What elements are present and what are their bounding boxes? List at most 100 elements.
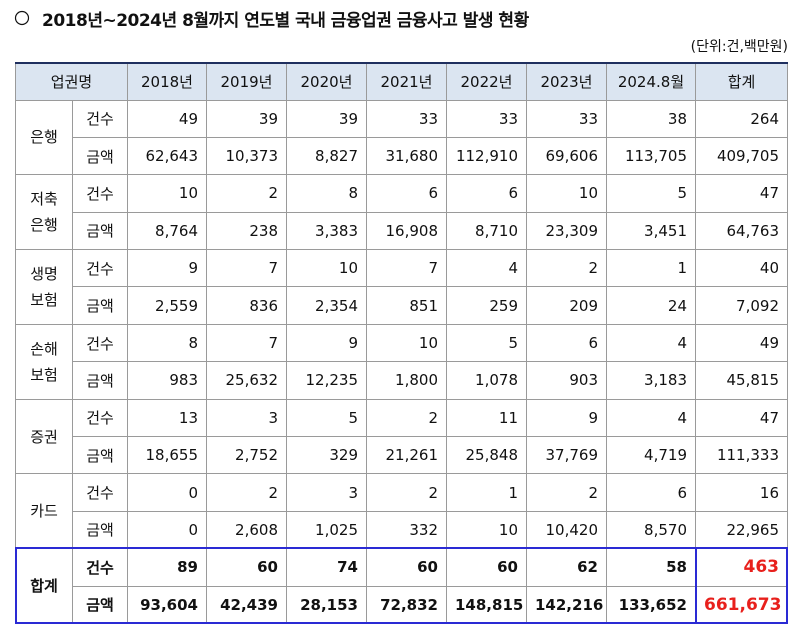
group-label: 은행	[15, 99, 73, 176]
table-row: 금액 18,655 2,752 329 21,261 25,848 37,769 4,719 1…	[16, 436, 788, 475]
cell: 2	[526, 473, 607, 512]
row-label: 건수	[72, 548, 128, 587]
cell: 72,832	[366, 585, 447, 624]
cell: 8	[127, 323, 207, 363]
cell: 45,815	[695, 361, 788, 400]
cell: 851	[366, 286, 447, 325]
cell: 112,910	[446, 136, 527, 176]
cell: 3,383	[286, 211, 367, 251]
cell: 6	[366, 174, 447, 213]
cell: 409,705	[695, 136, 788, 176]
table-row: 금액 8,764 238 3,383 16,908 8,710 23,309 3,451 64,…	[16, 211, 788, 251]
cell: 16	[695, 473, 788, 512]
row-label: 금액	[72, 286, 128, 325]
cell: 33	[446, 99, 527, 138]
cell: 89	[127, 548, 207, 587]
title: 2018년~2024년 8월까지 연도별 국내 금융업권 금융사고 발생 현황	[42, 11, 529, 31]
cell: 9	[127, 249, 207, 288]
cell: 25,632	[206, 361, 287, 400]
cell: 142,216	[526, 585, 607, 624]
cell: 33	[526, 99, 607, 138]
cell: 10	[446, 510, 527, 550]
cell: 983	[127, 361, 207, 400]
column-header: 2018년	[127, 62, 207, 101]
cell: 4	[606, 398, 696, 438]
cell: 836	[206, 286, 287, 325]
column-header: 업권명	[15, 62, 128, 101]
cell: 6	[446, 174, 527, 213]
cell: 2,752	[206, 436, 287, 475]
cell: 39	[286, 99, 367, 138]
table-row: 금액 62,643 10,373 8,827 31,680 112,910 69,606 11…	[16, 136, 788, 176]
table-row: 저축 은행 건수 10 2 8 6 6 10 5 47	[15, 174, 788, 251]
row-label: 건수	[72, 249, 128, 288]
cell: 2	[206, 473, 287, 512]
cell: 2	[206, 174, 287, 213]
row-label: 건수	[72, 398, 128, 438]
unit: (단위:건,백만원)	[690, 39, 788, 55]
cell: 3	[286, 473, 367, 512]
column-header: 2023년	[526, 62, 607, 101]
cell: 9	[526, 398, 607, 438]
cell: 3	[206, 398, 287, 438]
cell: 16,908	[366, 211, 447, 251]
group-label: 증권	[15, 398, 73, 475]
cell: 5	[446, 323, 527, 363]
header-row: 업권명 2018년 2019년 2020년 2021년 2022년 2023년 2024.8월…	[15, 62, 788, 101]
cell: 47	[695, 398, 788, 438]
cell: 209	[526, 286, 607, 325]
cell: 0	[127, 510, 207, 550]
cell: 332	[366, 510, 447, 550]
cell: 2,354	[286, 286, 367, 325]
group-label: 생명 보험	[15, 249, 73, 325]
group-label: 저축 은행	[15, 174, 73, 251]
row-label: 건수	[72, 323, 128, 363]
cell: 264	[695, 99, 788, 138]
cell: 28,153	[286, 585, 367, 624]
cell: 60	[366, 548, 447, 587]
cell: 2,608	[206, 510, 287, 550]
table-row: 금액 983 25,632 12,235 1,800 1,078 903 3,183 45,81…	[16, 361, 788, 400]
row-label: 건수	[72, 174, 128, 213]
column-header: 2024.8월	[606, 62, 696, 101]
row-label: 건수	[72, 473, 128, 512]
column-header: 2022년	[446, 62, 527, 101]
table-row: 금액 2,559 836 2,354 851 259 209 24 7,092	[16, 286, 788, 325]
cell: 49	[127, 99, 207, 138]
cell: 1	[606, 249, 696, 288]
cell: 1,025	[286, 510, 367, 550]
cell: 0	[127, 473, 207, 512]
cell: 7	[206, 323, 287, 363]
row-label: 금액	[72, 510, 128, 550]
cell: 8,764	[127, 211, 207, 251]
cell: 9	[286, 323, 367, 363]
table-row: 금액 93,604 42,439 28,153 72,832 148,815 142,216…	[16, 585, 788, 624]
table-row: 손해 보험 건수 8 7 9 10 5 6 4 49	[15, 323, 788, 400]
cell: 3,451	[606, 211, 696, 251]
cell: 259	[446, 286, 527, 325]
cell: 6	[526, 323, 607, 363]
cell: 47	[695, 174, 788, 213]
cell: 18,655	[127, 436, 207, 475]
cell: 74	[286, 548, 367, 587]
cell: 1,800	[366, 361, 447, 400]
group-label: 합계	[15, 548, 73, 624]
cell: 238	[206, 211, 287, 251]
table-row: 금액 0 2,608 1,025 332 10 10,420 8,570 22,965	[16, 510, 788, 550]
cell: 5	[606, 174, 696, 213]
cell: 6	[606, 473, 696, 512]
group-label: 카드	[15, 473, 73, 550]
table-row: 증권 건수 13 3 5 2 11 9 4 47	[15, 398, 788, 475]
cell: 1	[446, 473, 527, 512]
cell: 13	[127, 398, 207, 438]
cell: 8,827	[286, 136, 367, 176]
cell: 133,652	[606, 585, 696, 624]
cell: 93,604	[127, 585, 207, 624]
cell: 62	[526, 548, 607, 587]
cell: 10	[127, 174, 207, 213]
cell: 69,606	[526, 136, 607, 176]
cell: 62,643	[127, 136, 207, 176]
cell: 4,719	[606, 436, 696, 475]
cell: 903	[526, 361, 607, 400]
